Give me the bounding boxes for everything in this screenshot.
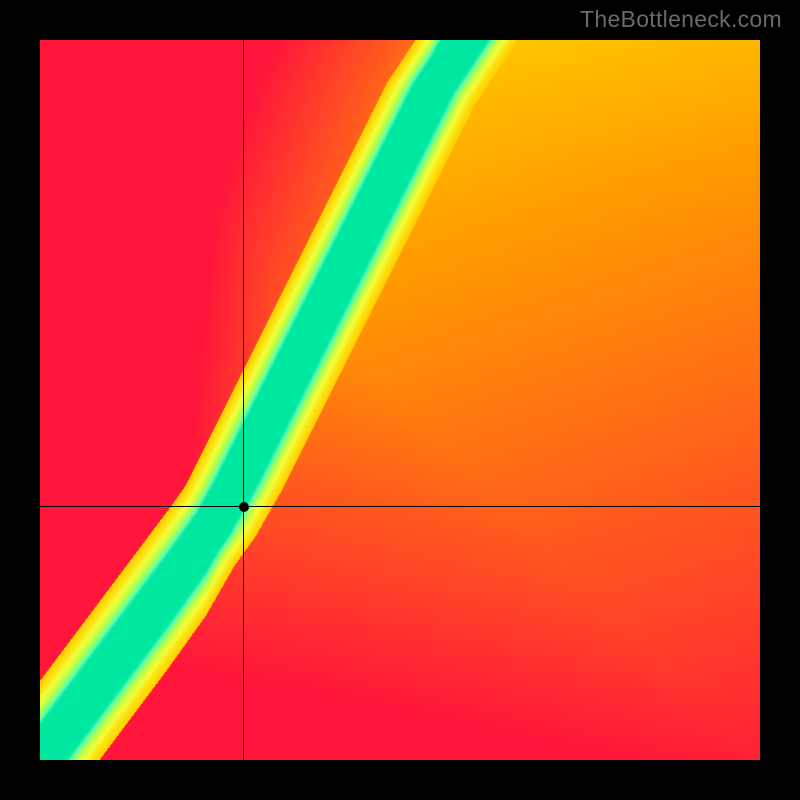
crosshair-vertical bbox=[243, 40, 244, 760]
heatmap-plot bbox=[40, 40, 760, 760]
heatmap-canvas bbox=[40, 40, 760, 760]
chart-container: TheBottleneck.com bbox=[0, 0, 800, 800]
watermark-text: TheBottleneck.com bbox=[580, 6, 782, 33]
crosshair-dot bbox=[239, 502, 249, 512]
crosshair-horizontal bbox=[40, 506, 760, 507]
